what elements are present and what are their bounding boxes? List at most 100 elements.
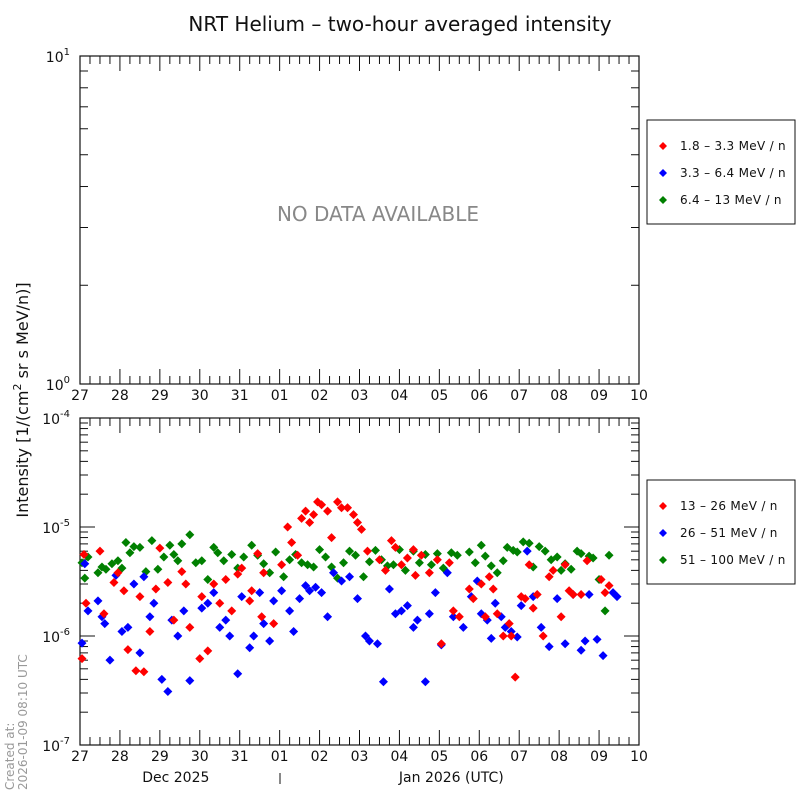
data-point xyxy=(353,594,363,604)
data-point xyxy=(528,603,538,613)
data-point xyxy=(173,631,183,641)
data-point xyxy=(362,546,372,556)
data-point xyxy=(329,568,339,578)
data-point xyxy=(131,666,141,676)
data-point xyxy=(301,581,311,591)
data-point xyxy=(269,619,279,629)
data-point xyxy=(420,677,430,687)
data-point xyxy=(197,556,207,566)
data-point xyxy=(295,594,305,604)
data-point xyxy=(584,590,594,600)
data-point xyxy=(544,572,554,582)
data-point xyxy=(452,550,462,560)
bottom-legend-marker-icon xyxy=(659,556,667,564)
bottom-x-tick-label: 05 xyxy=(430,749,448,765)
data-point xyxy=(370,545,380,555)
bottom-legend-frame xyxy=(646,479,796,585)
data-point xyxy=(209,542,219,552)
data-point xyxy=(80,559,90,569)
bottom-x-tick-label: 30 xyxy=(191,749,209,765)
data-point xyxy=(237,592,247,602)
bottom-y-ticks: 10-4 10-5 10-6 10-7 xyxy=(42,409,639,755)
data-point xyxy=(408,622,418,632)
month-label: Dec 2025 xyxy=(142,770,209,786)
data-point xyxy=(221,574,231,584)
top-x-tick-label: 08 xyxy=(550,388,568,404)
data-point xyxy=(315,545,325,555)
data-point xyxy=(105,655,115,665)
data-point xyxy=(492,609,502,619)
data-point xyxy=(552,594,562,604)
data-point xyxy=(612,592,622,602)
data-point xyxy=(93,568,103,578)
data-point xyxy=(177,539,187,549)
data-point xyxy=(293,550,303,560)
data-point xyxy=(604,550,614,560)
data-point xyxy=(323,612,333,622)
data-point xyxy=(556,612,566,622)
top-y-tick-label: 101 xyxy=(46,47,70,66)
data-point xyxy=(516,601,526,611)
top-panel: 27 28 29 30 31 01 02 03 04 05 06 07 08 09 10 101 100 NO… xyxy=(46,47,796,404)
data-point xyxy=(337,576,347,586)
data-point xyxy=(464,547,474,557)
data-point xyxy=(432,555,442,565)
data-point xyxy=(257,612,267,622)
data-point xyxy=(353,517,363,527)
data-point xyxy=(600,606,610,616)
data-point xyxy=(197,603,207,613)
data-point xyxy=(349,510,359,520)
data-point xyxy=(333,497,343,507)
data-point xyxy=(159,552,169,562)
data-point xyxy=(436,639,446,649)
data-point xyxy=(476,540,486,550)
data-point xyxy=(364,636,374,646)
data-point xyxy=(412,615,422,625)
data-point xyxy=(233,669,243,679)
data-point xyxy=(424,609,434,619)
data-point xyxy=(139,572,149,582)
data-point xyxy=(490,598,500,608)
data-point xyxy=(305,586,315,596)
data-point xyxy=(476,579,486,589)
data-point xyxy=(408,545,418,555)
data-point xyxy=(177,567,187,577)
top-y-ticks: 101 100 xyxy=(46,47,639,394)
data-point xyxy=(169,615,179,625)
data-point xyxy=(448,612,458,622)
data-point xyxy=(269,596,279,606)
data-point xyxy=(203,598,213,608)
data-point xyxy=(520,594,530,604)
data-point xyxy=(372,639,382,649)
data-point xyxy=(79,549,89,559)
data-point xyxy=(245,643,255,653)
bottom-panel: 27 28 29 30 31 01 02 03 04 05 06 07 08 09 10 10-410-51… xyxy=(42,409,796,786)
data-point xyxy=(277,586,287,596)
data-point xyxy=(600,588,610,598)
data-point xyxy=(510,672,520,682)
data-point xyxy=(504,619,514,629)
data-point xyxy=(93,596,103,606)
data-point xyxy=(77,654,87,664)
data-point xyxy=(255,588,265,598)
bottom-legend-marker-icon xyxy=(659,502,667,510)
data-point xyxy=(271,547,281,557)
data-point xyxy=(157,674,167,684)
data-point xyxy=(129,542,139,552)
bottom-legend-label: 51 – 100 MeV / n xyxy=(680,553,786,567)
data-point xyxy=(259,559,269,569)
data-point xyxy=(77,638,87,648)
data-point xyxy=(317,588,327,598)
data-point xyxy=(522,546,532,556)
y-axis-title: Intensity [1/(cm2 sr s MeV/n)] xyxy=(11,282,32,517)
top-x-tick-label: 04 xyxy=(391,388,409,404)
bottom-x-tick-label: 09 xyxy=(590,749,608,765)
data-point xyxy=(80,573,90,583)
data-point xyxy=(424,568,434,578)
data-point xyxy=(321,552,331,562)
data-point xyxy=(215,598,225,608)
data-point xyxy=(596,574,606,584)
data-point xyxy=(179,606,189,616)
top-legend-marker-icon xyxy=(659,169,667,177)
